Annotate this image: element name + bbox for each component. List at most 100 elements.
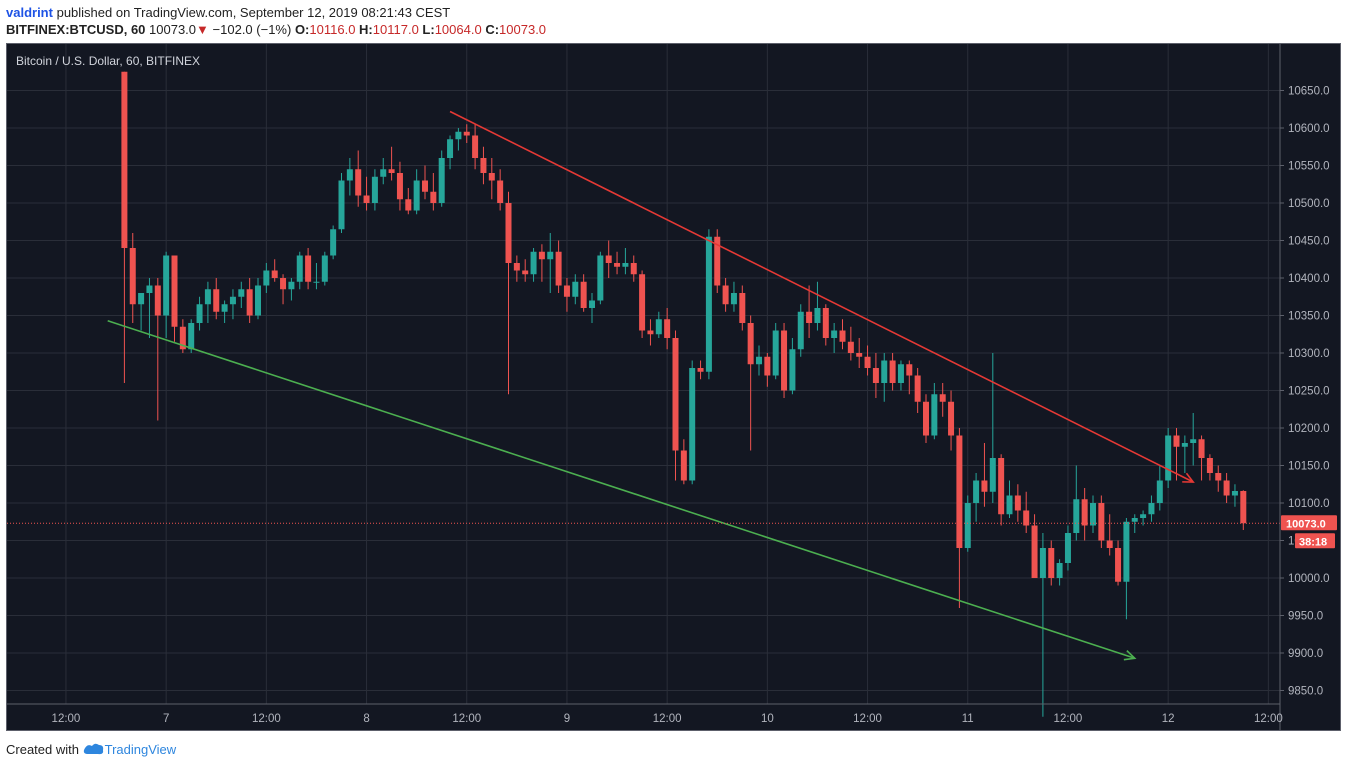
candle [196, 296, 203, 331]
candle-body [530, 251, 537, 275]
last-price: 10073.0 [149, 22, 197, 37]
candle-body [806, 311, 813, 323]
price-tick-label: 10650.0 [1288, 86, 1330, 98]
candle-body [472, 135, 479, 158]
time-tick-label: 12:00 [653, 713, 682, 725]
candle [405, 188, 412, 215]
countdown-tag [1295, 533, 1335, 549]
candle [822, 304, 829, 346]
candle [705, 229, 712, 380]
candle-body [1023, 510, 1030, 526]
candle-body [263, 270, 270, 286]
candle-body [280, 278, 287, 290]
candle [580, 274, 587, 312]
candle-body [973, 480, 980, 503]
price-change: −102.0 (−1%) [212, 22, 292, 37]
candle-body [639, 274, 646, 331]
time-tick-label: 12 [1162, 713, 1175, 725]
candle [1039, 533, 1046, 717]
candle-body [956, 435, 963, 548]
candle-body [680, 450, 687, 481]
candle [981, 443, 988, 507]
candle [238, 281, 245, 308]
candle-body [255, 285, 261, 316]
candle [714, 229, 721, 293]
price-tick-label: 10400.0 [1288, 273, 1330, 285]
candle-body [897, 364, 904, 383]
candle [1006, 480, 1013, 518]
candle [1115, 540, 1122, 586]
footer: Created with TradingView [6, 742, 176, 759]
candle [163, 251, 170, 338]
candle-body [689, 368, 696, 481]
candle-body [572, 281, 579, 297]
candle-body [948, 401, 955, 436]
price-axis[interactable]: 9850.09900.09950.010000.010050.010100.01… [1280, 86, 1330, 698]
trendlines[interactable] [107, 110, 1195, 661]
chart-frame[interactable]: Bitcoin / U.S. Dollar, 60, BITFINEX 9850… [6, 43, 1341, 731]
candle-body [1215, 473, 1222, 481]
price-tick-label: 10150.0 [1288, 461, 1330, 473]
support-trendline[interactable] [107, 319, 1135, 660]
candle [305, 248, 312, 290]
countdown-text: 38:18 [1299, 536, 1327, 548]
candle-body [722, 285, 729, 305]
candle-body [1056, 563, 1063, 578]
candle [614, 251, 621, 275]
candle-body [1148, 503, 1155, 515]
price-chart[interactable]: Bitcoin / U.S. Dollar, 60, BITFINEX 9850… [7, 44, 1340, 730]
time-tick-label: 12:00 [452, 713, 481, 725]
candle [1198, 435, 1205, 481]
candle [396, 161, 403, 211]
candle-body [422, 180, 428, 192]
candle [948, 390, 955, 451]
published-text: published on TradingView.com, September … [56, 5, 451, 20]
candle-body [630, 263, 637, 275]
candle-body [864, 356, 871, 368]
candle [204, 281, 211, 323]
candle [1064, 525, 1071, 571]
candle [756, 345, 762, 376]
candle-body [1090, 503, 1096, 526]
candle [589, 293, 595, 323]
time-axis[interactable]: 12:00 7 12:00 8 12:00 9 12:00 10 12:00 11 12:00 12 1… [52, 713, 1283, 725]
candle [1098, 495, 1105, 548]
candle [939, 383, 946, 417]
candle [1173, 428, 1180, 481]
candle-body [380, 169, 387, 177]
candle-body [1240, 491, 1247, 524]
candle [572, 274, 579, 305]
candle-body [697, 368, 704, 372]
candle-body [1031, 525, 1038, 578]
candle [555, 240, 562, 293]
candle-body [1231, 491, 1238, 496]
candle-body [321, 255, 328, 282]
candle-body [872, 368, 879, 383]
candle [154, 278, 161, 421]
resistance-trendline[interactable] [449, 110, 1194, 483]
time-tick-label: 12:00 [252, 713, 281, 725]
price-tick-label: 10350.0 [1288, 311, 1330, 323]
candle-body [939, 394, 946, 402]
candle [897, 360, 904, 391]
open-label: O: [294, 22, 310, 37]
candle [213, 278, 220, 320]
publisher-username[interactable]: valdrint [6, 5, 53, 20]
time-tick-label: 12:00 [853, 713, 882, 725]
candle [263, 263, 270, 293]
candle-body [1014, 495, 1021, 511]
candle [438, 150, 445, 207]
price-tick-label: 10600.0 [1288, 123, 1330, 135]
candle-body [497, 180, 504, 203]
tradingview-brand-link[interactable]: TradingView [104, 742, 177, 757]
price-tick-label: 10100.0 [1288, 498, 1330, 510]
candle [380, 158, 387, 185]
time-tick-label: 10 [761, 713, 774, 725]
candle [363, 176, 370, 211]
candle [146, 278, 153, 338]
candle-body [505, 203, 512, 263]
candle [1106, 514, 1113, 556]
time-tick-label: 12:00 [1254, 713, 1283, 725]
created-with-text: Created with [6, 742, 79, 757]
candle-body [747, 323, 754, 365]
